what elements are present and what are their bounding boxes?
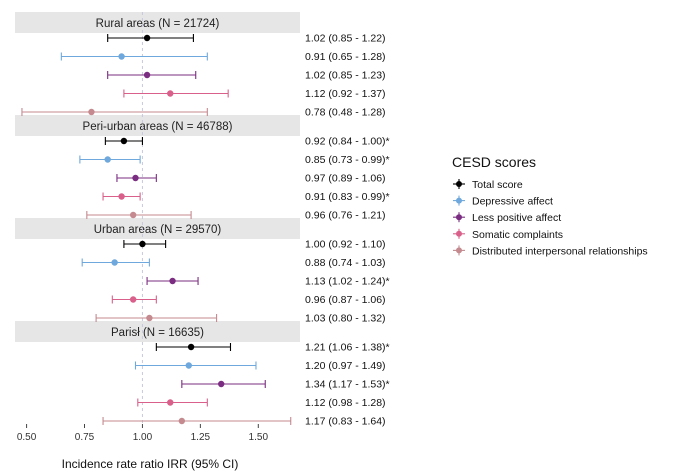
point-estimate	[118, 193, 125, 200]
facet-strips: Rural areas (N = 21724) Peri-urban areas …	[15, 12, 300, 342]
legend-title: CESD scores	[452, 154, 536, 170]
point-estimate	[185, 362, 192, 369]
point-estimate	[187, 343, 195, 351]
estimate-marks	[21, 34, 292, 425]
legend-label: Depressive affect	[472, 196, 553, 208]
facet-title: Peri-urban areas (N = 46788)	[83, 121, 233, 133]
ci-label: 1.13 (1.02 - 1.24)*	[305, 276, 390, 288]
point-estimate	[104, 156, 111, 163]
point-estimate	[167, 90, 174, 97]
point-estimate	[143, 71, 151, 79]
ci-label: 0.96 (0.76 - 1.21)	[305, 210, 386, 222]
facet-strip	[15, 218, 300, 239]
ci-label: 0.92 (0.84 - 1.00)*	[305, 136, 390, 148]
facet-title: Rural areas (N = 21724)	[96, 18, 220, 30]
x-tick-label: 1.25	[191, 432, 211, 443]
ci-label: 0.85 (0.73 - 0.99)*	[305, 154, 390, 166]
facet-title: Parisł (N = 16635)	[111, 327, 204, 339]
ci-label: 1.12 (0.98 - 1.28)	[305, 397, 386, 409]
x-tick-label: 1.00	[133, 432, 153, 443]
ci-label: 0.88 (0.74 - 1.03)	[305, 257, 386, 269]
ci-label: 1.21 (1.06 - 1.38)*	[305, 342, 390, 354]
point-estimate	[169, 277, 176, 285]
legend-label: Distributed interpersonal relationships	[472, 245, 648, 257]
ci-label: 0.96 (0.87 - 1.06)	[305, 294, 386, 306]
ci-label: 1.02 (0.85 - 1.23)	[305, 70, 386, 82]
ci-label: 0.91 (0.83 - 0.99)*	[305, 191, 390, 203]
point-estimate	[167, 399, 174, 406]
ci-label: 1.20 (0.97 - 1.49)	[305, 360, 386, 372]
x-tick-label: 1.50	[249, 432, 269, 443]
legend-label: Total score	[472, 179, 523, 191]
legend-key-point	[456, 230, 462, 237]
point-estimate	[111, 259, 118, 266]
facet-strip	[15, 321, 300, 342]
legend-label: Somatic complaints	[472, 229, 563, 241]
ci-labels: 1.02 (0.85 - 1.22) 0.91 (0.65 - 1.28) 1.02…	[305, 33, 390, 428]
x-tick-label: 0.75	[75, 432, 95, 443]
point-estimate	[118, 53, 125, 60]
ci-label: 0.91 (0.65 - 1.28)	[305, 51, 386, 63]
x-tick-label: 0.50	[17, 432, 37, 443]
legend: CESD scores Total score Depressive affect…	[452, 154, 648, 257]
point-estimate	[218, 380, 225, 388]
point-estimate	[120, 137, 128, 145]
point-estimate	[146, 314, 153, 322]
legend-key-point	[456, 197, 462, 204]
legend-label: Less positive affect	[472, 212, 561, 224]
point-estimate	[178, 417, 186, 425]
ci-label: 1.17 (0.83 - 1.64)	[305, 416, 386, 428]
ci-label: 1.12 (0.92 - 1.37)	[305, 88, 386, 100]
facet-title: Urban areas (N = 29570)	[94, 224, 222, 236]
ci-label: 1.34 (1.17 - 1.53)*	[305, 379, 390, 391]
point-estimate	[139, 240, 146, 248]
x-axis-title: Incidence rate ratio IRR (95% CI)	[62, 457, 239, 471]
ci-label: 1.03 (0.80 - 1.32)	[305, 313, 386, 325]
point-estimate	[88, 108, 95, 116]
legend-key-point	[456, 247, 462, 254]
point-estimate	[132, 174, 139, 182]
ci-label: 0.97 (0.89 - 1.06)	[305, 173, 386, 185]
legend-key-point	[456, 181, 462, 187]
point-estimate	[129, 211, 137, 219]
x-axis: 0.50 0.75 1.00 1.25 1.50	[17, 424, 269, 443]
ci-label: 0.78 (0.48 - 1.28)	[305, 107, 386, 119]
point-estimate	[129, 296, 137, 303]
ci-label: 1.02 (0.85 - 1.22)	[305, 33, 386, 45]
facet-strip	[15, 115, 300, 136]
ci-label: 1.00 (0.92 - 1.10)	[305, 239, 386, 251]
facet-strip	[15, 12, 300, 33]
point-estimate	[143, 34, 151, 42]
legend-key-point	[456, 214, 462, 221]
